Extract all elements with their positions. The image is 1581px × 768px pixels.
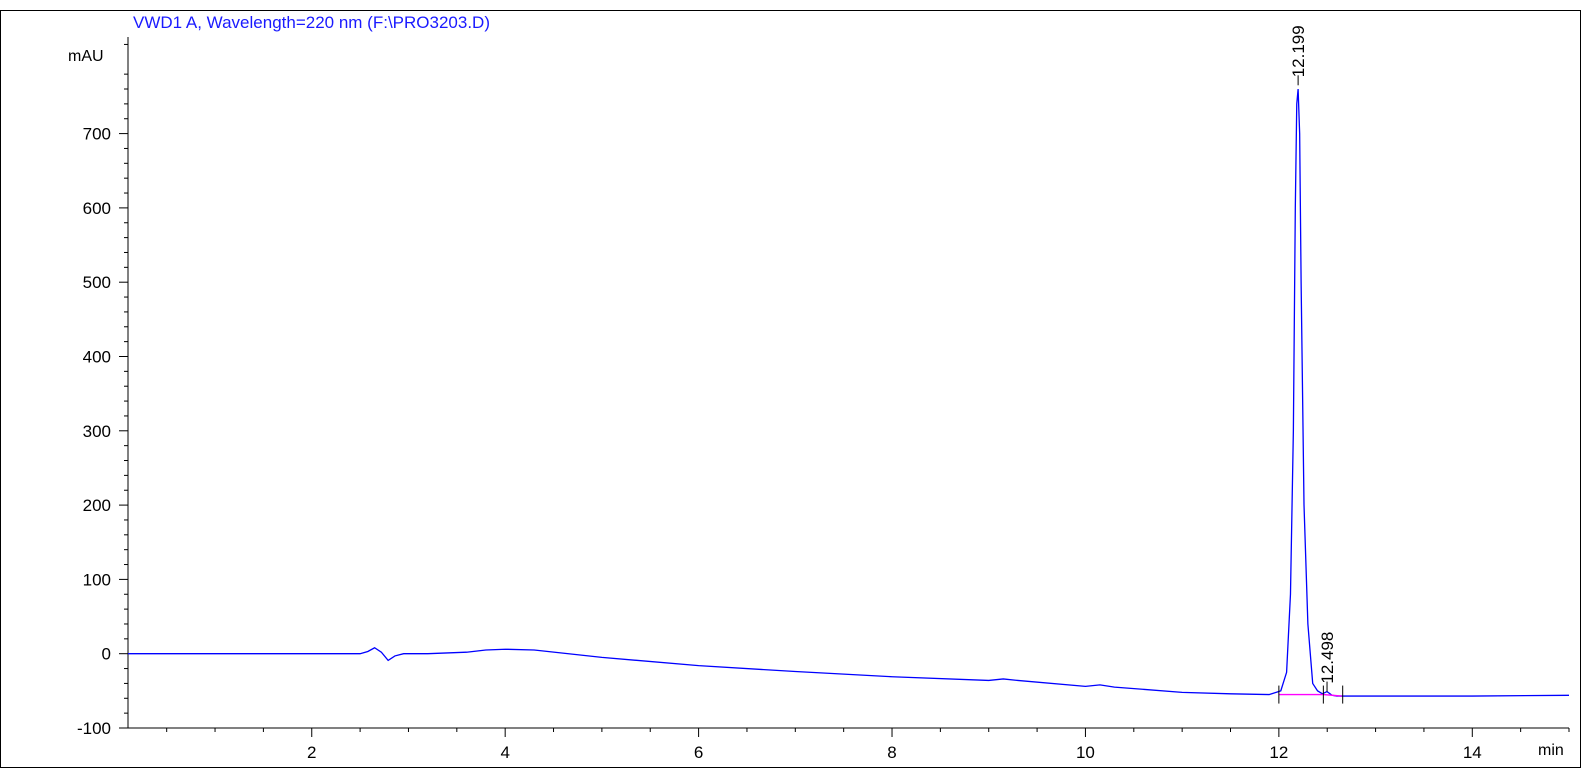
peak-label: 12.199 [1289, 25, 1308, 77]
y-tick-label: 500 [83, 273, 111, 292]
x-tick-label: 8 [887, 743, 896, 762]
x-tick-label: 14 [1463, 743, 1482, 762]
y-tick-label: 700 [83, 125, 111, 144]
x-tick-label: 10 [1076, 743, 1095, 762]
x-tick-label: 12 [1269, 743, 1288, 762]
y-tick-label: 200 [83, 496, 111, 515]
y-tick-label: 600 [83, 199, 111, 218]
y-tick-label: 100 [83, 570, 111, 589]
x-tick-label: 2 [307, 743, 316, 762]
y-tick-label: 400 [83, 347, 111, 366]
x-tick-label: 4 [500, 743, 509, 762]
peak-label: 12.498 [1318, 632, 1337, 684]
y-tick-label: -100 [77, 719, 111, 738]
y-tick-label: 0 [102, 645, 111, 664]
y-axis-label: mAU [68, 48, 104, 65]
x-tick-label: 6 [694, 743, 703, 762]
x-axis-label: min [1538, 742, 1564, 759]
y-tick-label: 300 [83, 422, 111, 441]
signal-trace-line [128, 88, 1570, 697]
chart-title: VWD1 A, Wavelength=220 nm (F:\PRO3203.D) [133, 13, 490, 32]
baseline-line [1278, 693, 1342, 697]
